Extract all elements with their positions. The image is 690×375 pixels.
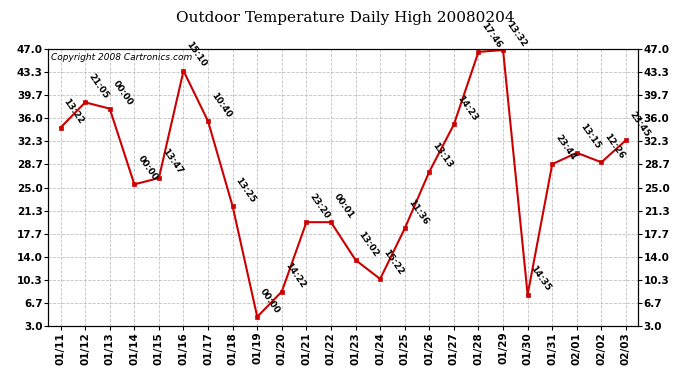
Text: 23:44: 23:44: [553, 134, 578, 162]
Text: 10:40: 10:40: [209, 91, 233, 119]
Text: Copyright 2008 Cartronics.com: Copyright 2008 Cartronics.com: [51, 53, 193, 62]
Text: 15:10: 15:10: [185, 40, 208, 69]
Text: 14:22: 14:22: [283, 261, 307, 290]
Text: 00:01: 00:01: [332, 192, 356, 220]
Text: 21:05: 21:05: [86, 72, 110, 100]
Text: 13:47: 13:47: [160, 147, 184, 176]
Text: 13:25: 13:25: [234, 176, 257, 204]
Text: 13:15: 13:15: [578, 122, 602, 151]
Text: Outdoor Temperature Daily High 20080204: Outdoor Temperature Daily High 20080204: [176, 11, 514, 25]
Text: 13:22: 13:22: [62, 97, 86, 126]
Text: 23:20: 23:20: [308, 192, 331, 220]
Text: 15:22: 15:22: [382, 249, 405, 277]
Text: 13:02: 13:02: [357, 230, 380, 258]
Text: 00:00: 00:00: [111, 79, 135, 107]
Text: 11:36: 11:36: [406, 198, 430, 226]
Text: 23:45: 23:45: [627, 110, 651, 138]
Text: 00:00: 00:00: [259, 287, 282, 315]
Text: 00:00: 00:00: [135, 154, 159, 183]
Text: 13:13: 13:13: [431, 141, 454, 170]
Text: 14:35: 14:35: [529, 264, 553, 293]
Text: 12:26: 12:26: [602, 132, 627, 160]
Text: 14:23: 14:23: [455, 94, 479, 123]
Text: 13:32: 13:32: [504, 20, 528, 48]
Text: 17:46: 17:46: [480, 21, 504, 50]
